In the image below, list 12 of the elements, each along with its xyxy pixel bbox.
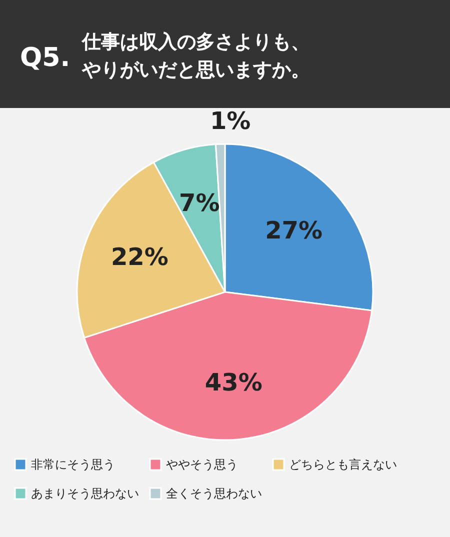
data-label: 27%: [265, 216, 323, 244]
legend-label: どちらとも言えない: [289, 458, 397, 472]
chart-subtitle: 仕事は収入の多さよりも、やりがいだと思いますか。: [81, 31, 310, 81]
data-label: 22%: [110, 243, 168, 272]
data-label: 43%: [204, 368, 262, 396]
legend-label: 非常にそう思う: [31, 458, 115, 472]
chart-title: Q5.: [20, 43, 70, 73]
data-label: 7%: [179, 188, 220, 217]
data-label: 1%: [210, 107, 251, 136]
legend-label: ややそう思う: [166, 458, 238, 472]
legend-label: あまりそう思わない: [31, 486, 139, 500]
legend-label: 全くそう思わない: [166, 486, 262, 500]
